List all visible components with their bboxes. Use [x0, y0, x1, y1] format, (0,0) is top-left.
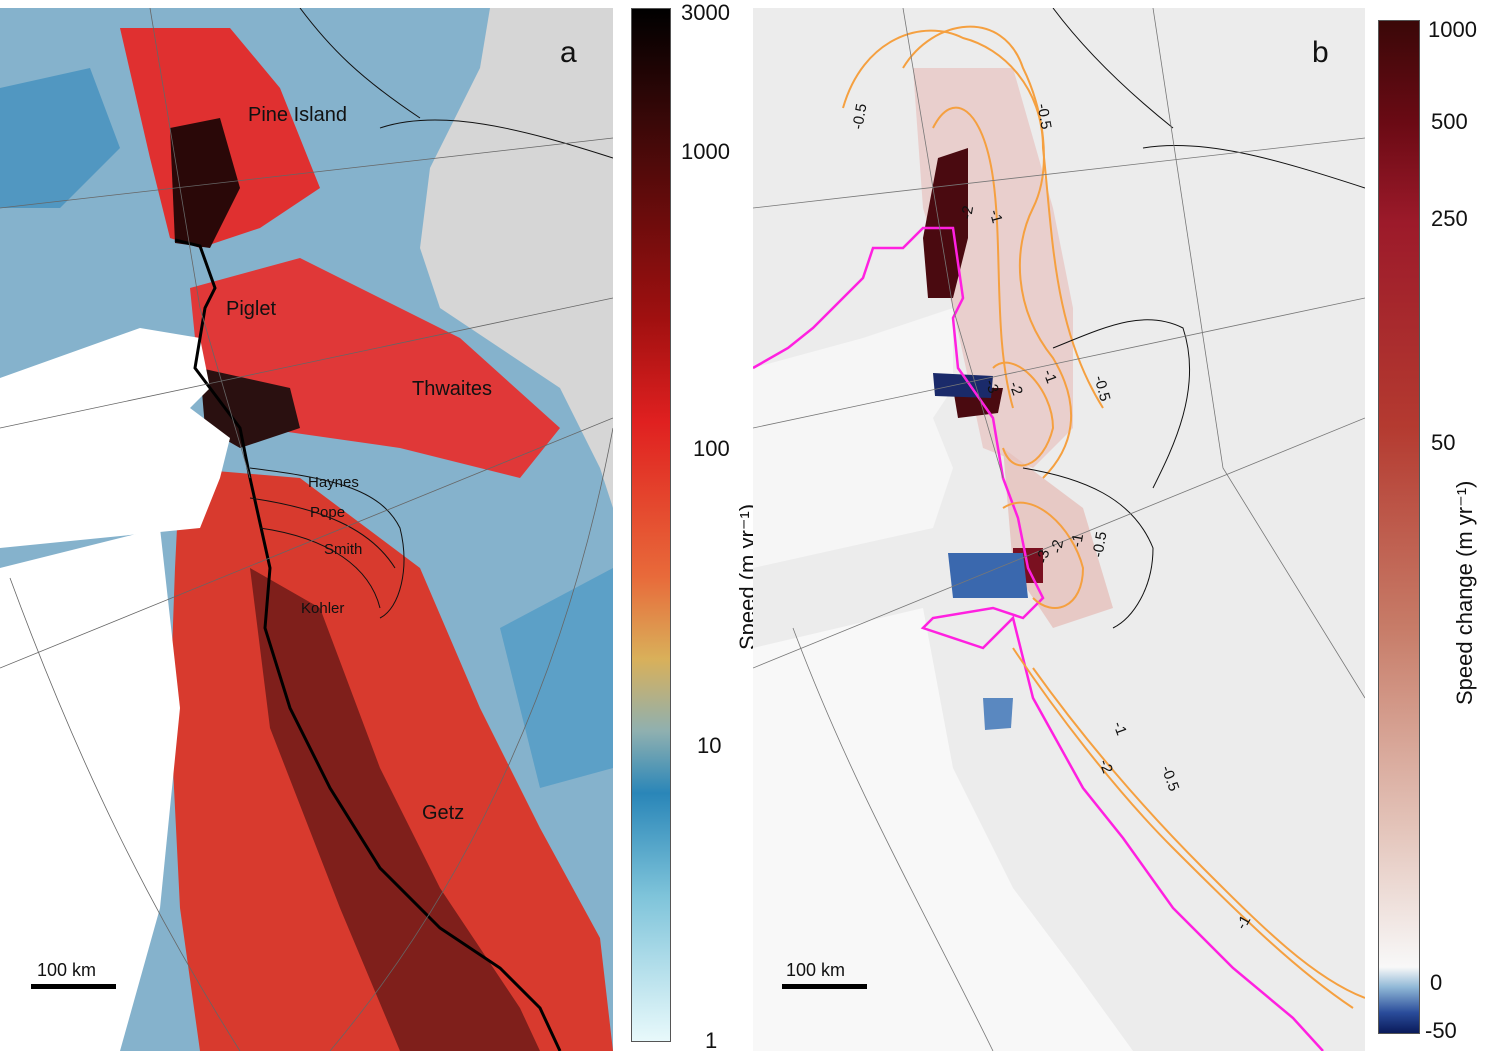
cbar-b-tick-50: 50	[1431, 430, 1456, 455]
label-haynes: Haynes	[308, 474, 359, 491]
cbar-b-tick-0: 0	[1430, 970, 1443, 995]
speed-change-colorbar-title: Speed change (m yr⁻¹)	[1452, 480, 1477, 705]
speed-map-panel: a Pine Island Piglet Thwaites Haynes Pop…	[0, 8, 613, 1051]
scalebar-b	[782, 984, 867, 989]
contour-label: -2	[958, 204, 978, 221]
panel-letter-a: a	[560, 36, 577, 69]
cbar-b-tick-1000: 1000	[1428, 17, 1477, 42]
speed-change-map-image	[753, 8, 1365, 1051]
cbar-b-tick-minus-50: -50	[1425, 1018, 1457, 1043]
label-kohler: Kohler	[301, 600, 345, 617]
speed-map-image	[0, 8, 613, 1051]
cbar-b-tick-500: 500	[1431, 109, 1468, 134]
scalebar-a	[31, 984, 116, 989]
cbar-a-tick-1000: 1000	[681, 139, 730, 164]
label-smith: Smith	[324, 541, 363, 558]
speed-colorbar	[631, 8, 671, 1042]
cbar-a-tick-1: 1	[705, 1028, 718, 1053]
scalebar-label-a: 100 km	[37, 960, 97, 980]
cbar-a-tick-10: 10	[697, 733, 722, 758]
contour-label: -1	[1068, 532, 1088, 549]
label-getz: Getz	[422, 802, 465, 824]
label-pope: Pope	[310, 504, 346, 521]
label-pine-island: Pine Island	[248, 104, 347, 126]
panel-letter-b: b	[1312, 36, 1329, 69]
label-thwaites: Thwaites	[412, 378, 493, 400]
cbar-a-tick-3000: 3000	[681, 0, 730, 25]
speed-change-colorbar	[1378, 20, 1420, 1034]
contour-label: -2	[1048, 538, 1068, 555]
scalebar-label-b: 100 km	[786, 960, 846, 980]
cbar-a-tick-100: 100	[693, 436, 730, 461]
label-piglet: Piglet	[226, 298, 277, 320]
cbar-b-tick-250: 250	[1431, 206, 1468, 231]
speed-change-map-panel: b -0.5 -0.5 -2 -1 -1 -0.5 -3 -2 -3 -2 -1…	[753, 8, 1365, 1051]
